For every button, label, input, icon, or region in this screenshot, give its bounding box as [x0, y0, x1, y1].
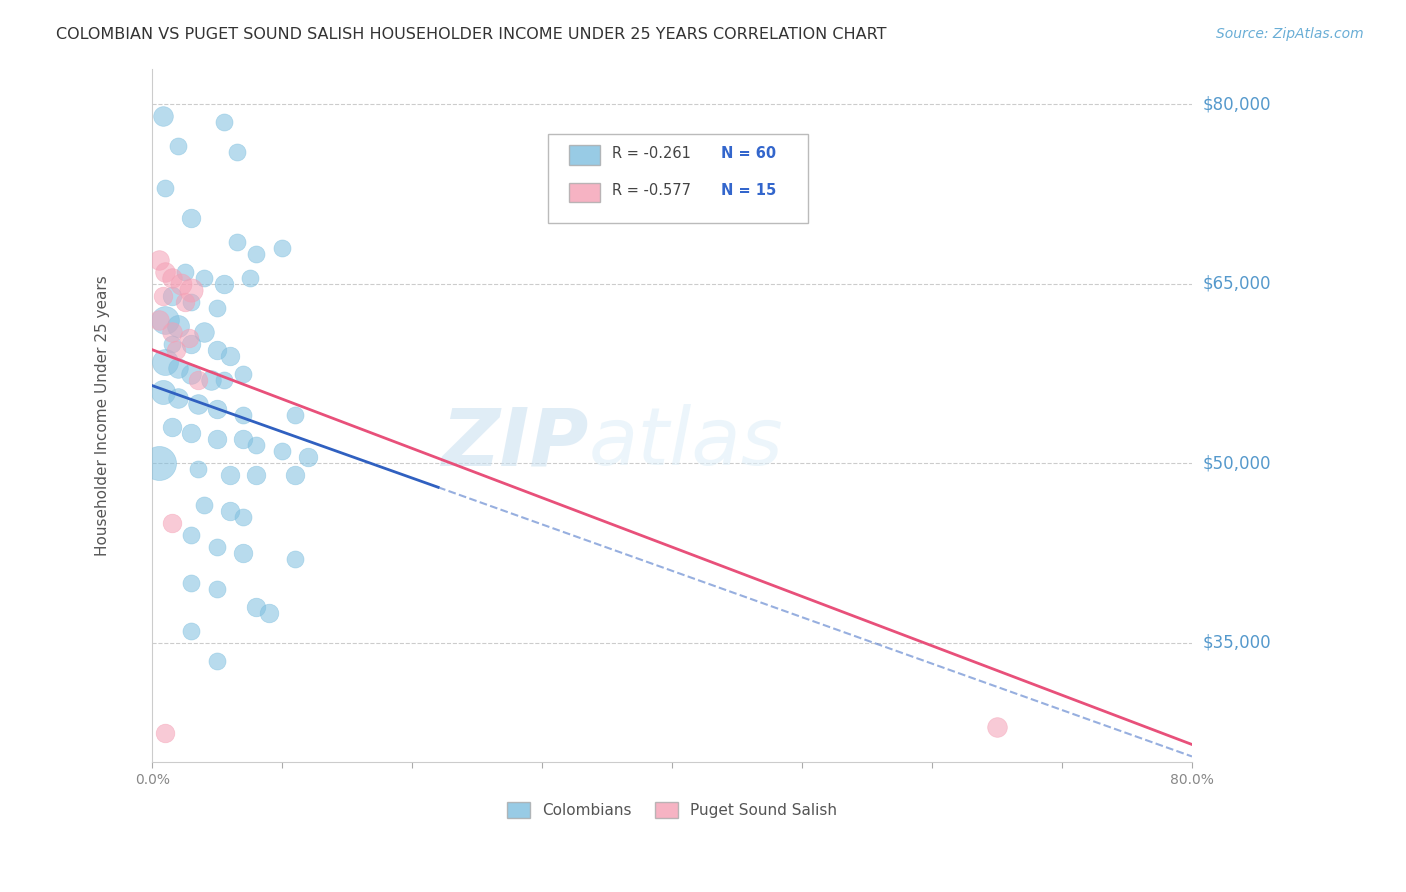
- Point: [160, 516, 183, 530]
- Point: [232, 367, 254, 381]
- Text: Source: ZipAtlas.com: Source: ZipAtlas.com: [1216, 27, 1364, 41]
- Point: [225, 145, 247, 160]
- Text: N = 60: N = 60: [721, 146, 776, 161]
- Point: [153, 354, 176, 368]
- Point: [205, 582, 228, 596]
- Point: [180, 294, 202, 309]
- Point: [245, 247, 267, 261]
- Point: [200, 373, 222, 387]
- Text: $50,000: $50,000: [1202, 454, 1271, 473]
- Point: [232, 409, 254, 423]
- Point: [148, 252, 170, 267]
- Point: [219, 468, 242, 483]
- Point: [180, 528, 202, 542]
- Point: [284, 409, 307, 423]
- Point: [205, 343, 228, 357]
- Text: $65,000: $65,000: [1202, 275, 1271, 293]
- Point: [193, 325, 215, 339]
- Point: [212, 115, 235, 129]
- Point: [239, 271, 262, 285]
- Point: [187, 373, 209, 387]
- Text: atlas: atlas: [589, 404, 783, 483]
- Point: [180, 576, 202, 591]
- Text: $80,000: $80,000: [1202, 95, 1271, 113]
- Point: [205, 433, 228, 447]
- Point: [232, 433, 254, 447]
- Point: [225, 235, 247, 249]
- Point: [173, 294, 195, 309]
- Point: [153, 725, 176, 739]
- Point: [153, 312, 176, 326]
- Point: [152, 109, 174, 123]
- Point: [177, 331, 200, 345]
- Point: [271, 241, 294, 255]
- Point: [160, 289, 183, 303]
- Point: [187, 396, 209, 410]
- Point: [170, 277, 193, 291]
- Point: [173, 265, 195, 279]
- Point: [160, 325, 183, 339]
- Point: [245, 599, 267, 614]
- Point: [219, 504, 242, 518]
- Point: [212, 277, 235, 291]
- Point: [180, 211, 202, 225]
- Point: [148, 312, 170, 326]
- Text: COLOMBIAN VS PUGET SOUND SALISH HOUSEHOLDER INCOME UNDER 25 YEARS CORRELATION CH: COLOMBIAN VS PUGET SOUND SALISH HOUSEHOL…: [56, 27, 887, 42]
- Point: [986, 720, 1008, 734]
- Legend: Colombians, Puget Sound Salish: Colombians, Puget Sound Salish: [501, 796, 844, 824]
- Point: [160, 271, 183, 285]
- Point: [180, 624, 202, 638]
- Point: [152, 289, 174, 303]
- Point: [219, 349, 242, 363]
- Point: [148, 456, 170, 470]
- Point: [232, 546, 254, 560]
- Point: [193, 271, 215, 285]
- Point: [205, 540, 228, 554]
- Text: R = -0.261: R = -0.261: [612, 146, 690, 161]
- Point: [297, 450, 319, 465]
- Point: [284, 468, 307, 483]
- Point: [257, 606, 280, 620]
- Point: [187, 462, 209, 476]
- Point: [245, 438, 267, 452]
- Point: [153, 265, 176, 279]
- Text: ZIP: ZIP: [441, 404, 589, 483]
- Point: [205, 301, 228, 315]
- Point: [205, 654, 228, 668]
- Point: [152, 384, 174, 399]
- Point: [245, 468, 267, 483]
- Point: [271, 444, 294, 458]
- Point: [167, 360, 190, 375]
- Point: [167, 139, 190, 153]
- Point: [180, 367, 202, 381]
- Point: [205, 402, 228, 417]
- Point: [193, 498, 215, 512]
- Point: [165, 343, 187, 357]
- Text: N = 15: N = 15: [721, 184, 776, 198]
- Point: [212, 373, 235, 387]
- Point: [180, 426, 202, 441]
- Text: R = -0.577: R = -0.577: [612, 184, 690, 198]
- Point: [167, 391, 190, 405]
- Point: [180, 336, 202, 351]
- Point: [153, 181, 176, 195]
- Point: [284, 552, 307, 566]
- Point: [232, 510, 254, 524]
- Point: [180, 283, 202, 297]
- Point: [167, 318, 190, 333]
- Text: $35,000: $35,000: [1202, 634, 1271, 652]
- Text: Householder Income Under 25 years: Householder Income Under 25 years: [94, 275, 110, 556]
- Point: [160, 336, 183, 351]
- Point: [160, 420, 183, 434]
